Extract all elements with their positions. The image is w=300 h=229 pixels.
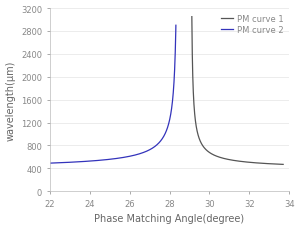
Line: PM curve 2: PM curve 2: [50, 26, 176, 164]
PM curve 1: [263, 162, 266, 165]
PM curve 2: [48, 162, 52, 165]
PM curve 2: [103, 159, 107, 161]
PM curve 2: [135, 154, 138, 156]
PM curve 2: [99, 159, 103, 162]
PM curve 2: [148, 148, 152, 151]
PM curve 2: [61, 161, 64, 164]
PM curve 1: [261, 162, 265, 165]
PM curve 1: [200, 142, 203, 145]
X-axis label: Phase Matching Angle(degree): Phase Matching Angle(degree): [94, 213, 244, 224]
Line: PM curve 1: PM curve 1: [192, 18, 283, 165]
PM curve 1: [230, 159, 234, 162]
PM curve 1: [253, 162, 256, 164]
PM curve 2: [146, 150, 150, 152]
PM curve 1: [227, 158, 231, 161]
PM curve 2: [174, 25, 178, 27]
PM curve 1: [281, 163, 285, 166]
Y-axis label: wavelength(μm): wavelength(μm): [6, 60, 16, 140]
Legend: PM curve 1, PM curve 2: PM curve 1, PM curve 2: [219, 13, 285, 36]
PM curve 1: [190, 16, 194, 19]
